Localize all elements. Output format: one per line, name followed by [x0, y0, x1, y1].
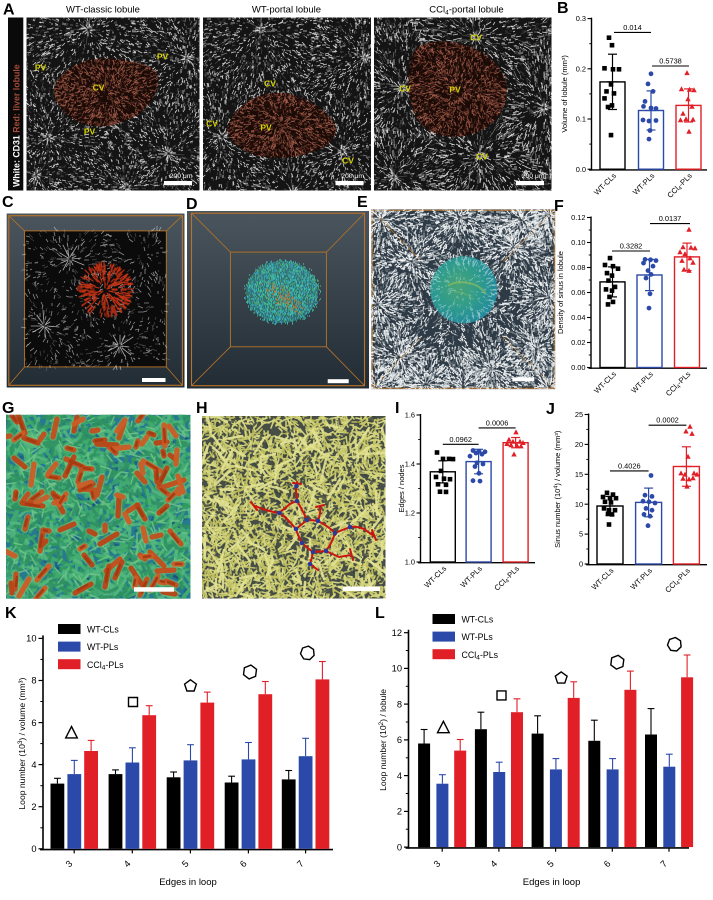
svg-text:CV: CV — [342, 156, 354, 166]
svg-text:CV: CV — [470, 33, 482, 43]
svg-text:WT-PLs: WT-PLs — [87, 642, 119, 652]
svg-text:8: 8 — [397, 699, 402, 709]
svg-text:0.0: 0.0 — [576, 165, 586, 174]
svg-text:0: 0 — [579, 560, 583, 569]
svg-text:0.06: 0.06 — [571, 288, 585, 297]
svg-text:CV: CV — [93, 83, 105, 93]
svg-text:4: 4 — [122, 859, 133, 870]
svg-text:0.014: 0.014 — [623, 23, 642, 32]
svg-text:0.2: 0.2 — [576, 64, 586, 73]
svg-text:0.3282: 0.3282 — [620, 242, 643, 251]
svg-text:J: J — [546, 401, 555, 418]
svg-text:WT-PLs: WT-PLs — [462, 632, 494, 642]
svg-text:0.12: 0.12 — [571, 213, 585, 222]
svg-text:10: 10 — [575, 500, 583, 509]
svg-text:PV: PV — [84, 127, 96, 137]
svg-text:6: 6 — [238, 859, 249, 870]
svg-text:Volume of lobule (mm³): Volume of lobule (mm³) — [560, 55, 569, 133]
svg-text:E: E — [357, 194, 368, 211]
svg-text:Edges in loop: Edges in loop — [523, 877, 581, 888]
svg-text:1.6: 1.6 — [405, 411, 415, 420]
svg-text:4: 4 — [31, 760, 36, 770]
svg-text:2: 2 — [397, 807, 402, 817]
svg-text:CV: CV — [206, 119, 218, 129]
svg-text:Loop number (102) / lobule: Loop number (102) / lobule — [378, 689, 388, 791]
svg-text:10: 10 — [26, 634, 36, 644]
svg-text:WT-CLs: WT-CLs — [462, 615, 494, 625]
svg-text:0.5738: 0.5738 — [659, 57, 682, 66]
svg-text:Loop number (103) / volume (mm: Loop number (103) / volume (mm³) — [17, 677, 27, 809]
svg-text:PV: PV — [449, 85, 461, 95]
svg-text:6: 6 — [602, 859, 613, 870]
svg-text:Edges in loop: Edges in loop — [159, 877, 217, 888]
svg-text:2: 2 — [31, 802, 36, 812]
svg-text:0.02: 0.02 — [571, 338, 585, 347]
svg-text:0.10: 0.10 — [571, 238, 585, 247]
svg-text:0.08: 0.08 — [571, 263, 585, 272]
svg-text:7: 7 — [295, 859, 306, 870]
svg-text:D: D — [186, 196, 198, 213]
svg-text:0: 0 — [31, 844, 36, 854]
svg-text:L: L — [375, 605, 385, 622]
svg-text:0: 0 — [397, 842, 402, 852]
svg-text:0.0006: 0.0006 — [486, 418, 509, 427]
svg-text:G: G — [2, 400, 14, 417]
svg-text:H: H — [196, 400, 208, 417]
svg-text:0.00: 0.00 — [571, 363, 585, 372]
svg-text:PV: PV — [157, 52, 169, 62]
svg-text:CCl4-PLs: CCl4-PLs — [87, 660, 124, 672]
svg-text:CCl4-PLs: CCl4-PLs — [462, 650, 499, 662]
svg-text:3: 3 — [64, 859, 75, 870]
svg-text:6: 6 — [31, 718, 36, 728]
svg-text:5: 5 — [579, 530, 583, 539]
svg-text:I: I — [395, 400, 399, 417]
svg-text:CV: CV — [264, 79, 276, 89]
svg-text:4: 4 — [488, 859, 499, 870]
svg-text:0.1: 0.1 — [576, 115, 586, 124]
svg-text:WT-portal lobule: WT-portal lobule — [252, 5, 321, 16]
svg-text:0.4026: 0.4026 — [618, 461, 641, 470]
svg-text:4: 4 — [397, 771, 402, 781]
svg-text:12: 12 — [392, 628, 402, 638]
svg-text:0.0962: 0.0962 — [449, 435, 472, 444]
svg-text:200 μm: 200 μm — [170, 173, 193, 180]
svg-text:0.04: 0.04 — [571, 313, 585, 322]
svg-text:White: CD31 Red: liver lobu: White: CD31 Red: liver lobule — [12, 64, 22, 187]
svg-text:CV: CV — [399, 84, 411, 94]
svg-text:WT-classic lobule: WT-classic lobule — [66, 5, 140, 16]
svg-text:5: 5 — [180, 859, 191, 870]
svg-text:PV: PV — [260, 123, 272, 133]
svg-text:0.0137: 0.0137 — [659, 214, 682, 223]
svg-text:A: A — [3, 2, 15, 19]
svg-text:Density of sinus in lobule: Density of sinus in lobule — [556, 251, 565, 334]
svg-text:WT-CLs: WT-CLs — [87, 625, 119, 635]
svg-text:CCl4-portal lobule: CCl4-portal lobule — [429, 5, 503, 17]
svg-text:25: 25 — [575, 410, 583, 419]
svg-text:C: C — [2, 194, 14, 211]
svg-text:CV: CV — [476, 152, 488, 162]
svg-text:10: 10 — [392, 664, 402, 674]
svg-text:1.2: 1.2 — [405, 509, 415, 518]
svg-text:6: 6 — [397, 735, 402, 745]
svg-text:200 μm: 200 μm — [341, 173, 364, 180]
svg-text:PV: PV — [35, 63, 47, 73]
svg-text:0.3: 0.3 — [576, 14, 586, 23]
svg-text:5: 5 — [545, 859, 556, 870]
svg-text:1.0: 1.0 — [405, 558, 415, 567]
svg-text:1.4: 1.4 — [405, 460, 415, 469]
svg-text:B: B — [557, 0, 569, 17]
svg-text:F: F — [554, 198, 564, 215]
svg-text:20: 20 — [575, 440, 583, 449]
svg-text:K: K — [5, 605, 17, 622]
svg-text:7: 7 — [659, 859, 670, 870]
svg-text:200 μm: 200 μm — [522, 173, 545, 180]
svg-text:Sinus number (104) / volume (m: Sinus number (104) / volume (mm³) — [553, 430, 562, 548]
svg-text:0.0002: 0.0002 — [656, 416, 679, 425]
svg-text:15: 15 — [575, 470, 583, 479]
svg-text:3: 3 — [432, 859, 443, 870]
svg-text:Edges / nodes: Edges / nodes — [397, 464, 406, 512]
svg-text:8: 8 — [31, 676, 36, 686]
